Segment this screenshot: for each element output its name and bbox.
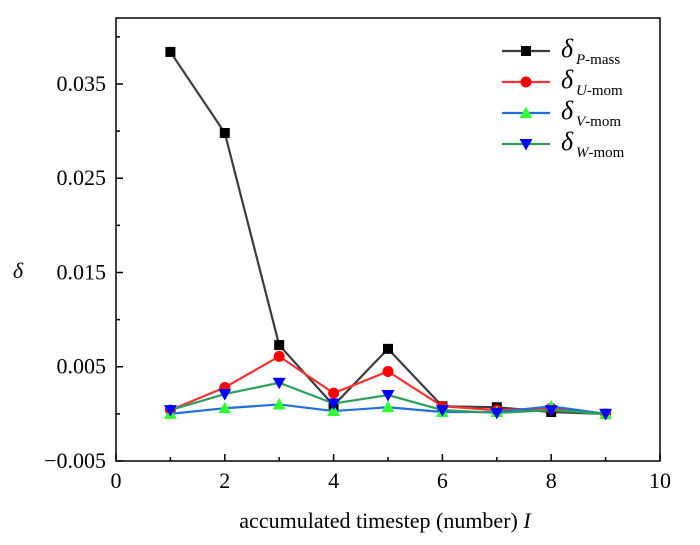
legend-symbol: δ (561, 34, 574, 63)
data-point (328, 387, 340, 399)
legend-marker (519, 106, 533, 118)
x-tick-label: 4 (328, 468, 339, 493)
legend-marker (520, 76, 532, 88)
legend-item: δ P-mass (502, 34, 620, 68)
x-tick-label: 6 (437, 468, 448, 493)
y-axis-label: δ (13, 258, 24, 283)
legend-label-text: -mom (585, 114, 621, 130)
data-point (273, 350, 285, 362)
data-point (165, 46, 176, 57)
legend-label: W-mom (576, 145, 625, 161)
legend-item: δ V-mom (502, 96, 621, 130)
legend-item: δ W-mom (502, 127, 625, 161)
x-tick-label: 8 (546, 468, 557, 493)
data-point (274, 340, 285, 351)
y-tick-label: 0.035 (57, 71, 107, 96)
data-point (327, 404, 341, 417)
legend-label-text: -mass (585, 52, 620, 68)
legend-marker (521, 46, 531, 56)
legend-symbol: δ (561, 65, 574, 94)
series-line (169, 51, 606, 415)
x-axis-label: accumulated timestep (number) I (239, 508, 532, 533)
legend-label-var: V (576, 114, 587, 130)
data-point (435, 405, 449, 417)
x-axis-label-text: accumulated timestep (number) (239, 508, 523, 533)
y-tick-label: 0.015 (57, 259, 107, 284)
data-point (381, 400, 395, 413)
x-tick-label: 10 (649, 468, 671, 493)
data-point (544, 405, 558, 417)
legend-label-var: U (576, 83, 588, 99)
data-point (218, 401, 232, 414)
y-tick-label: 0.005 (57, 354, 107, 379)
series-W-mom (163, 377, 613, 421)
data-point (327, 398, 341, 411)
data-point (163, 405, 177, 417)
series-P-mass (165, 46, 611, 419)
x-tick-label: 2 (219, 468, 230, 493)
plot-series (163, 46, 613, 421)
y-tick-label: −0.005 (44, 448, 106, 473)
legend-label-var: W (576, 145, 590, 161)
y-tick-label: 0.025 (57, 165, 107, 190)
data-point (218, 389, 232, 401)
data-point (272, 397, 286, 410)
y-axis: −0.005 0.005 0.015 0.025 0.035 (44, 36, 123, 473)
x-axis: 0 2 4 6 8 10 (111, 454, 671, 493)
x-axis-label-variable: I (522, 508, 532, 533)
legend-label: V-mom (576, 114, 621, 130)
legend-label: P-mass (575, 52, 620, 68)
legend-label-text: -mom (587, 83, 623, 99)
legend-item: δ U-mom (502, 65, 623, 99)
x-tick-label: 0 (111, 468, 122, 493)
data-point (272, 377, 286, 390)
legend-label: U-mom (576, 83, 623, 99)
data-point (599, 408, 613, 421)
data-point (490, 407, 504, 420)
legend-label-var: P (575, 52, 585, 68)
data-point (383, 343, 393, 354)
legend-symbol: δ (561, 127, 574, 156)
data-point (219, 127, 230, 138)
legend-label-text: -mom (589, 145, 625, 161)
legend-symbol: δ (561, 96, 574, 125)
data-point (381, 390, 395, 402)
data-point (382, 365, 394, 377)
legend-marker (519, 139, 533, 151)
